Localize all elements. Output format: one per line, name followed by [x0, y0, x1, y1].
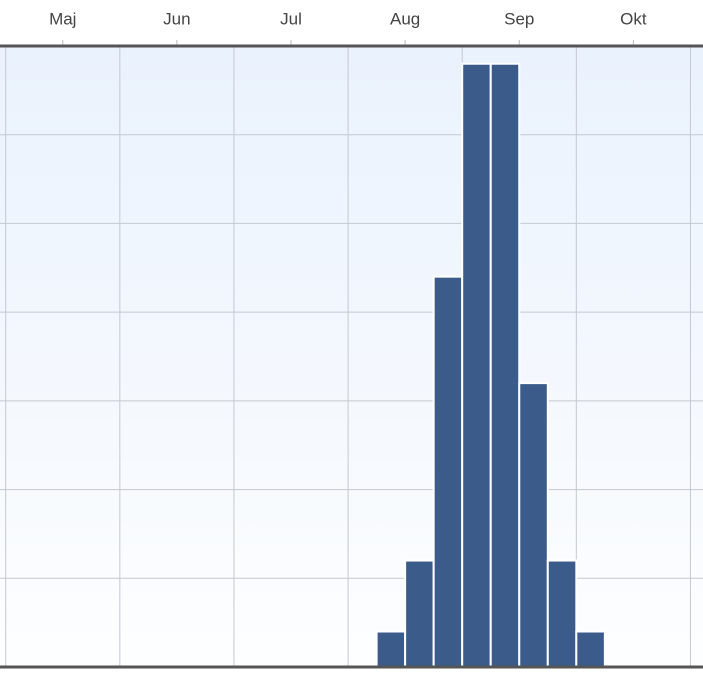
x-tick-label: Sep	[504, 9, 534, 28]
bar	[518, 382, 549, 668]
bar	[575, 630, 606, 668]
x-tick-label: Jul	[280, 9, 302, 28]
bar	[546, 559, 578, 668]
bar	[432, 275, 464, 668]
x-tick-label: Aug	[390, 9, 420, 28]
x-tick-label: Jun	[163, 9, 190, 28]
bar	[375, 630, 407, 668]
bar	[489, 62, 521, 668]
bar	[404, 559, 435, 668]
x-tick-label: Maj	[49, 9, 76, 28]
x-tick-label: Okt	[620, 9, 647, 28]
bar	[461, 62, 492, 668]
plot-background	[0, 46, 703, 667]
